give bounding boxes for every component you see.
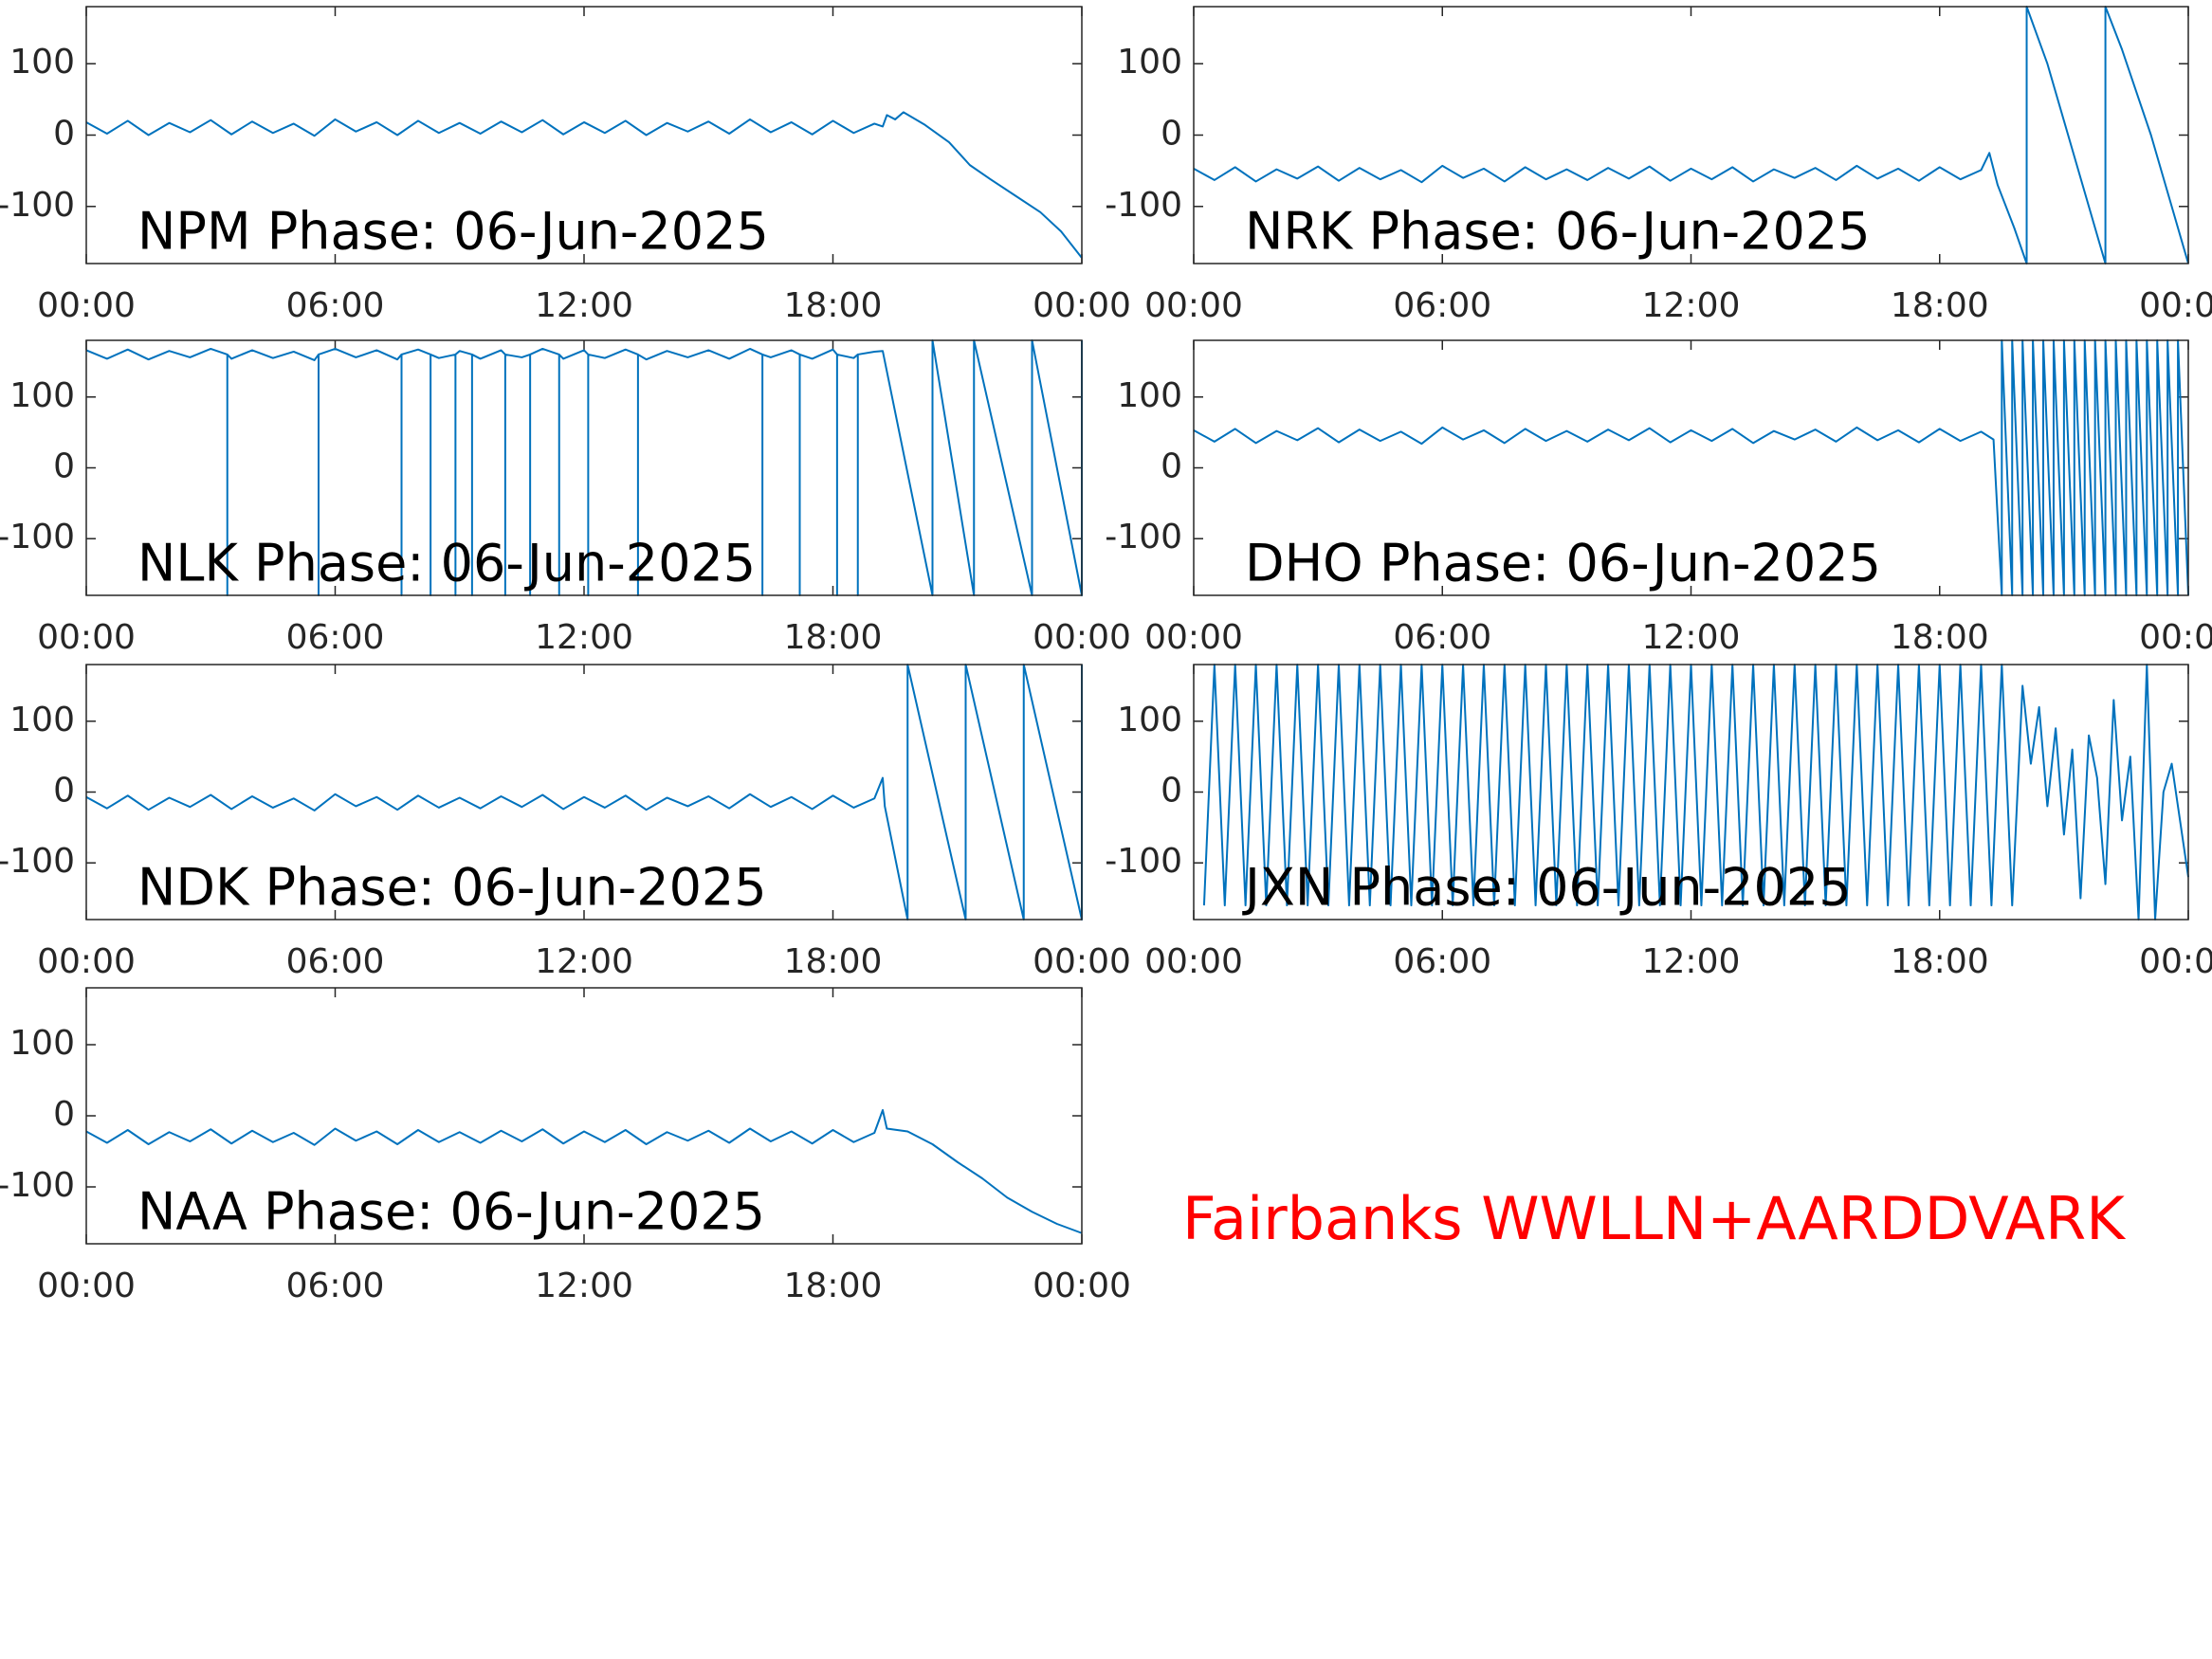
x-tick-label: 12:00 (535, 1267, 633, 1305)
x-tick-label: 18:00 (784, 1267, 883, 1305)
x-tick-label: 12:00 (535, 286, 633, 325)
x-tick-label: 06:00 (1393, 942, 1491, 981)
x-tick-label: 00:00 (1033, 942, 1131, 981)
y-tick-label: 100 (9, 701, 75, 739)
y-tick-label: 0 (53, 115, 75, 154)
x-tick-label: 00:00 (1033, 1267, 1131, 1305)
series-line (85, 1109, 1083, 1234)
series-line (1193, 339, 2189, 596)
x-tick-label: 06:00 (1393, 286, 1491, 325)
x-tick-label: 12:00 (1642, 286, 1741, 325)
y-tick-label: 100 (1117, 376, 1182, 415)
y-tick-label: 100 (1117, 701, 1182, 739)
y-tick-label: -100 (1105, 518, 1182, 556)
x-tick-label: 00:00 (1144, 286, 1243, 325)
y-tick-label: -100 (0, 186, 75, 225)
y-tick-label: -100 (1105, 842, 1182, 881)
x-tick-label: 06:00 (286, 618, 385, 657)
x-tick-label: 18:00 (784, 942, 883, 981)
y-tick-label: -100 (0, 842, 75, 881)
y-tick-label: 0 (1161, 115, 1182, 154)
subplot-title: NLK Phase: 06-Jun-2025 (137, 534, 756, 593)
x-tick-label: 00:00 (1144, 942, 1243, 981)
x-tick-label: 06:00 (286, 1267, 385, 1305)
x-tick-label: 00:00 (1033, 286, 1131, 325)
x-tick-label: 18:00 (1891, 618, 1989, 657)
subplot-title: JXN Phase: 06-Jun-2025 (1242, 858, 1852, 918)
x-tick-label: 18:00 (784, 286, 883, 325)
y-tick-label: 100 (9, 43, 75, 82)
subplot-title: DHO Phase: 06-Jun-2025 (1245, 534, 1881, 593)
axes-frame (85, 6, 1083, 264)
x-tick-label: 06:00 (286, 286, 385, 325)
axes-frame (85, 664, 1083, 921)
x-tick-label: 18:00 (1891, 286, 1989, 325)
y-tick-label: 100 (9, 376, 75, 415)
x-tick-label: 00:00 (2139, 286, 2212, 325)
x-tick-label: 00:00 (1033, 618, 1131, 657)
x-tick-label: 18:00 (1891, 942, 1989, 981)
x-tick-label: 00:00 (37, 286, 136, 325)
x-tick-label: 06:00 (286, 942, 385, 981)
axes-frame (1193, 339, 2189, 596)
axes-frame (85, 987, 1083, 1245)
x-tick-label: 12:00 (535, 618, 633, 657)
y-tick-label: 0 (53, 1095, 75, 1134)
x-tick-label: 00:00 (37, 1267, 136, 1305)
series-line (85, 664, 1083, 921)
subplot: -100 0 100 00:00 06:00 12:00 18:00 00:00 JXN Pha… (1105, 664, 2212, 981)
subplot-title: NPM Phase: 06-Jun-2025 (137, 202, 769, 262)
x-tick-label: 00:00 (2139, 942, 2212, 981)
series-line (1193, 6, 2189, 264)
axes-frame (85, 339, 1083, 596)
subplot-title: NRK Phase: 06-Jun-2025 (1245, 202, 1871, 262)
axes-frame (1193, 664, 2189, 921)
series-line (85, 339, 1083, 596)
x-tick-label: 18:00 (784, 618, 883, 657)
x-tick-label: 06:00 (1393, 618, 1491, 657)
y-tick-label: 0 (53, 772, 75, 811)
y-tick-label: -100 (0, 518, 75, 556)
x-tick-label: 12:00 (1642, 942, 1741, 981)
x-tick-label: 12:00 (1642, 618, 1741, 657)
y-tick-label: 100 (9, 1024, 75, 1063)
annotation: Fairbanks WWLLN+AARDDVARK (1182, 1184, 2126, 1253)
x-tick-label: 00:00 (1144, 618, 1243, 657)
series-line (1202, 664, 2189, 921)
series-line (85, 111, 1083, 259)
y-tick-label: -100 (1105, 186, 1182, 225)
x-tick-label: 12:00 (535, 942, 633, 981)
y-tick-label: -100 (0, 1166, 75, 1205)
y-tick-label: 100 (1117, 43, 1182, 82)
subplot-title: NAA Phase: 06-Jun-2025 (137, 1182, 765, 1242)
y-tick-label: 0 (53, 447, 75, 486)
x-tick-label: 00:00 (37, 618, 136, 657)
x-tick-label: 00:00 (2139, 618, 2212, 657)
y-tick-label: 0 (1161, 772, 1182, 811)
x-tick-label: 00:00 (37, 942, 136, 981)
axes-frame (1193, 6, 2189, 264)
y-tick-label: 0 (1161, 447, 1182, 486)
subplot-title: NDK Phase: 06-Jun-2025 (137, 858, 767, 918)
